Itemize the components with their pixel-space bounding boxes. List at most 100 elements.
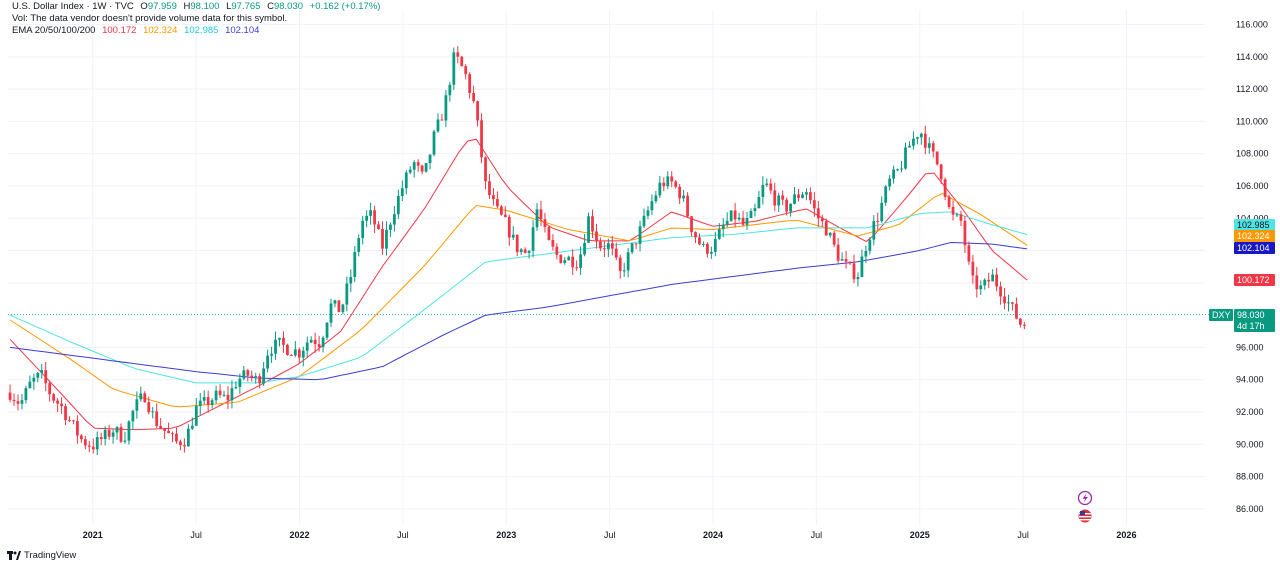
candle-body bbox=[194, 405, 198, 426]
x-tick-label: 2022 bbox=[289, 530, 309, 540]
candle-body bbox=[884, 186, 888, 203]
candle-body bbox=[76, 421, 79, 436]
candle-body bbox=[721, 224, 725, 230]
candle-body bbox=[420, 165, 424, 172]
candle-body bbox=[440, 119, 444, 121]
candle-body bbox=[1007, 302, 1010, 304]
candle-body bbox=[175, 433, 178, 442]
candle-body bbox=[353, 251, 357, 277]
candle-body bbox=[151, 411, 155, 413]
candle-body bbox=[464, 66, 468, 75]
candle-body bbox=[484, 157, 487, 182]
candle-body bbox=[567, 256, 571, 261]
candle-body bbox=[801, 194, 804, 198]
event-icons[interactable] bbox=[1077, 490, 1093, 523]
candle-body bbox=[202, 397, 206, 401]
y-tick-label: 108.000 bbox=[1236, 149, 1269, 159]
candle-body bbox=[123, 440, 127, 442]
candle-body bbox=[824, 221, 828, 236]
price-axis[interactable]: 116.000 114.000 112.000 110.000 108.000 106.0… bbox=[1236, 20, 1269, 514]
chart-legend: U.S. Dollar Index · 1W · TVC O97.959 H98… bbox=[12, 1, 380, 37]
candle-body bbox=[860, 256, 864, 278]
candle-body bbox=[246, 370, 250, 376]
candle-body bbox=[32, 377, 36, 382]
candle-body bbox=[642, 215, 646, 227]
y-tick-label: 112.000 bbox=[1236, 84, 1268, 94]
candle-body bbox=[309, 339, 313, 343]
candle-body bbox=[999, 286, 1002, 297]
candle-body bbox=[805, 192, 808, 195]
candle-body bbox=[963, 220, 967, 246]
candle-body bbox=[733, 210, 737, 220]
candle-body bbox=[983, 279, 987, 286]
ema-row[interactable]: EMA 20/50/100/200 100.172 102.324 102.98… bbox=[12, 25, 380, 37]
candle-body bbox=[472, 93, 476, 102]
y-tick-label: 104.000 bbox=[1236, 213, 1269, 223]
candle-body bbox=[912, 138, 915, 146]
candle-body bbox=[591, 216, 594, 232]
candles bbox=[8, 46, 1026, 456]
tradingview-logo[interactable]: TradingView bbox=[7, 550, 76, 561]
candle-body bbox=[717, 229, 721, 239]
candle-body bbox=[301, 350, 305, 358]
ohlc-row[interactable]: U.S. Dollar Index · 1W · TVC O97.959 H98… bbox=[12, 1, 380, 13]
candle-body bbox=[72, 420, 75, 422]
candle-body bbox=[389, 224, 392, 230]
candle-body bbox=[919, 133, 923, 138]
candle-body bbox=[634, 243, 638, 245]
x-tick-label: 2024 bbox=[703, 530, 723, 540]
x-tick-label: 2026 bbox=[1116, 530, 1136, 540]
candle-body bbox=[262, 368, 266, 384]
candle-body bbox=[341, 304, 345, 313]
candle-body bbox=[599, 241, 602, 249]
candle-body bbox=[781, 195, 785, 200]
candle-body bbox=[797, 194, 800, 198]
candle-body bbox=[531, 227, 535, 251]
ema200-price-tag: 102.104 bbox=[1234, 242, 1275, 254]
current-price-tag[interactable]: 98.030 bbox=[1234, 309, 1275, 321]
candle-body bbox=[638, 226, 642, 244]
ema200-value: 102.104 bbox=[225, 25, 260, 36]
change-value: +0.162 (+0.17%) bbox=[309, 1, 381, 12]
candle-body bbox=[250, 375, 254, 378]
grid-lines bbox=[8, 10, 1205, 525]
flag-canton bbox=[1080, 511, 1085, 515]
candle-body bbox=[393, 214, 396, 225]
candle-body bbox=[270, 353, 273, 356]
candle-body bbox=[444, 95, 448, 121]
candle-body bbox=[698, 237, 701, 245]
candle-body bbox=[210, 400, 214, 405]
ticker-tag[interactable]: DXY bbox=[1209, 309, 1233, 321]
candle-body bbox=[702, 243, 705, 245]
candle-body bbox=[254, 376, 258, 378]
candle-body bbox=[313, 339, 317, 345]
ema50-value: 102.324 bbox=[143, 25, 178, 36]
candle-body bbox=[226, 394, 230, 401]
candle-body bbox=[333, 300, 337, 304]
candle-body bbox=[436, 119, 440, 132]
x-tick-label: 2025 bbox=[910, 530, 930, 540]
candle-body bbox=[694, 232, 697, 238]
candle-body bbox=[753, 208, 757, 212]
candle-body bbox=[880, 202, 884, 222]
candle-body bbox=[238, 378, 242, 388]
candle-body bbox=[317, 344, 321, 348]
candle-body bbox=[900, 168, 903, 170]
candle-body bbox=[868, 239, 872, 251]
candle-body bbox=[927, 143, 931, 148]
candle-body bbox=[155, 411, 159, 426]
candle-body bbox=[995, 274, 999, 287]
candle-body bbox=[91, 446, 95, 450]
candle-body bbox=[385, 229, 388, 249]
open-key: O bbox=[140, 1, 148, 12]
candle-body bbox=[60, 403, 63, 407]
candle-body bbox=[274, 339, 277, 354]
candle-body bbox=[749, 211, 753, 219]
candle-body bbox=[16, 401, 20, 404]
candle-body bbox=[1003, 296, 1006, 304]
symbol-title: U.S. Dollar Index · 1W · TVC bbox=[12, 1, 134, 12]
candle-body bbox=[816, 208, 820, 219]
y-tick-label: 86.000 bbox=[1236, 504, 1264, 514]
time-axis[interactable]: 2021 Jul 2022 Jul 2023 Jul 2024 Jul 2025 Jul 2026 bbox=[83, 530, 1137, 540]
